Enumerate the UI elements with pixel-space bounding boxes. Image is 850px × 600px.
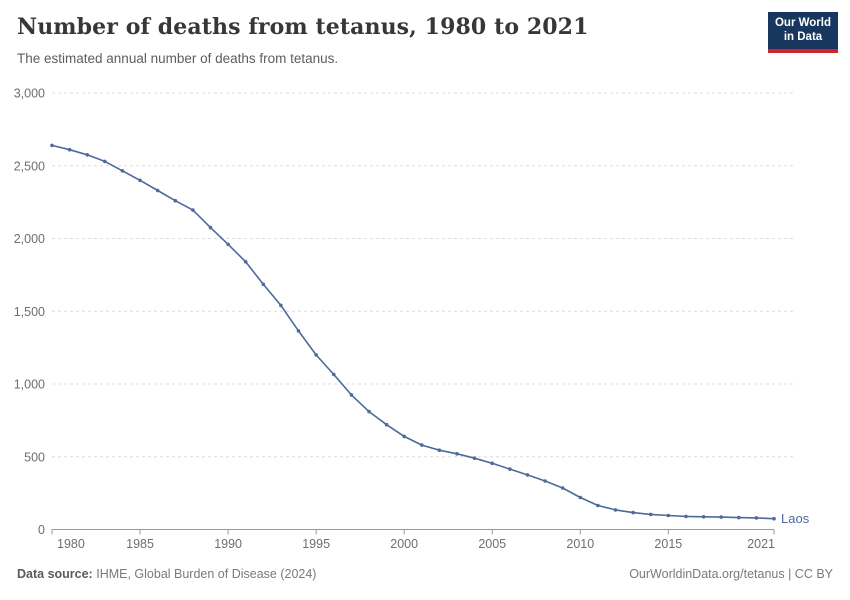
data-point <box>208 225 213 230</box>
x-axis-tick-label: 1985 <box>126 537 154 551</box>
data-point <box>67 147 72 152</box>
data-point <box>666 513 671 518</box>
x-axis-tick-label: 2015 <box>654 537 682 551</box>
x-axis-tick-label: 1980 <box>57 537 85 551</box>
data-point <box>648 512 653 517</box>
y-axis-tick-label: 1,000 <box>14 378 45 392</box>
data-point <box>332 372 336 377</box>
y-axis-tick-label: 500 <box>24 450 45 464</box>
x-axis-tick-label: 2000 <box>390 537 418 551</box>
data-point <box>314 353 318 357</box>
data-point <box>754 516 759 520</box>
y-axis-tick-label: 2,500 <box>14 159 45 173</box>
data-point <box>191 208 195 212</box>
owid-logo-line1: Our World <box>774 17 831 29</box>
data-point <box>420 443 424 447</box>
data-point <box>596 503 600 508</box>
data-point <box>578 495 583 500</box>
data-point <box>560 486 565 490</box>
data-point <box>103 159 107 164</box>
data-point <box>719 515 723 519</box>
data-point <box>384 422 389 427</box>
chart-subtitle: The estimated annual number of deaths fr… <box>17 51 339 66</box>
y-axis-tick-label: 3,000 <box>14 87 45 101</box>
data-source-label: Data source: <box>17 567 93 581</box>
data-point <box>226 242 230 247</box>
data-point <box>631 510 635 515</box>
page-title: Number of deaths from tetanus, 1980 to 2… <box>17 14 589 40</box>
entity-label[interactable]: Laos <box>781 511 810 526</box>
chart-footer: Data source: IHME, Global Burden of Dise… <box>17 567 833 581</box>
data-point <box>737 515 741 520</box>
credit-link[interactable]: OurWorldinData.org/tetanus | CC BY <box>629 567 833 581</box>
data-point <box>613 508 618 512</box>
data-point <box>455 452 459 456</box>
data-point <box>490 461 495 466</box>
data-point <box>367 409 371 414</box>
data-point <box>349 393 354 397</box>
data-point <box>402 434 407 439</box>
data-point <box>279 303 283 308</box>
y-axis-tick-label: 0 <box>38 523 45 537</box>
data-point <box>508 467 512 471</box>
x-axis-tick-label: 1990 <box>214 537 242 551</box>
data-source-value: IHME, Global Burden of Disease (2024) <box>96 567 317 581</box>
data-point <box>50 143 54 148</box>
data-point <box>243 260 248 264</box>
data-point <box>472 456 477 461</box>
owid-logo[interactable]: Our World in Data <box>768 12 838 53</box>
data-point <box>155 188 160 193</box>
data-point <box>543 479 547 483</box>
x-axis-tick-label: 1995 <box>302 537 330 551</box>
data-point <box>525 473 530 477</box>
data-point <box>684 514 688 519</box>
data-point <box>701 515 706 519</box>
y-axis-tick-label: 1,500 <box>14 305 45 319</box>
data-point <box>173 198 178 203</box>
data-point <box>772 516 776 521</box>
data-line <box>51 144 775 520</box>
data-point <box>85 153 89 157</box>
owid-logo-line2: in Data <box>783 30 823 43</box>
data-point <box>296 329 301 333</box>
data-point <box>120 169 125 173</box>
data-point <box>138 178 142 183</box>
x-axis-tick-label: 2010 <box>566 537 594 551</box>
data-source: Data source: IHME, Global Burden of Dise… <box>17 567 316 581</box>
x-axis-tick-label: 2021 <box>747 537 775 551</box>
data-point <box>261 282 266 287</box>
data-point <box>437 448 442 453</box>
x-axis-tick-label: 2005 <box>478 537 506 551</box>
y-axis-tick-label: 2,000 <box>14 232 45 246</box>
